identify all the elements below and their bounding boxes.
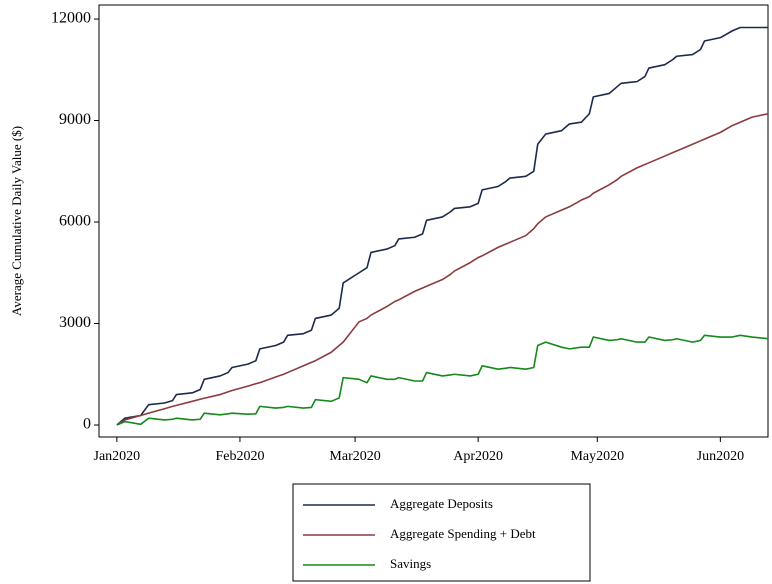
x-tick-label: May2020 [570, 449, 624, 464]
y-tick-label: 6000 [59, 213, 91, 230]
y-axis-label: Average Cumulative Daily Value ($) [9, 126, 24, 316]
x-tick-label: Jun2020 [697, 449, 744, 464]
x-tick-label: Jan2020 [94, 449, 141, 464]
y-tick-label: 3000 [59, 314, 91, 331]
legend-label: Aggregate Deposits [390, 496, 493, 511]
y-tick-label: 0 [83, 416, 91, 433]
plot-frame [98, 4, 769, 438]
legend-label: Aggregate Spending + Debt [390, 526, 536, 541]
x-tick-label: Apr2020 [453, 449, 503, 464]
series-line [116, 112, 769, 426]
series-line [116, 334, 769, 426]
y-tick-label: 12000 [51, 10, 91, 27]
series-line [116, 26, 768, 426]
legend-box [292, 483, 591, 582]
legend-label: Savings [390, 556, 431, 571]
x-tick-label: Mar2020 [329, 449, 380, 464]
y-tick-label: 9000 [59, 111, 91, 128]
x-tick-label: Feb2020 [215, 449, 264, 464]
